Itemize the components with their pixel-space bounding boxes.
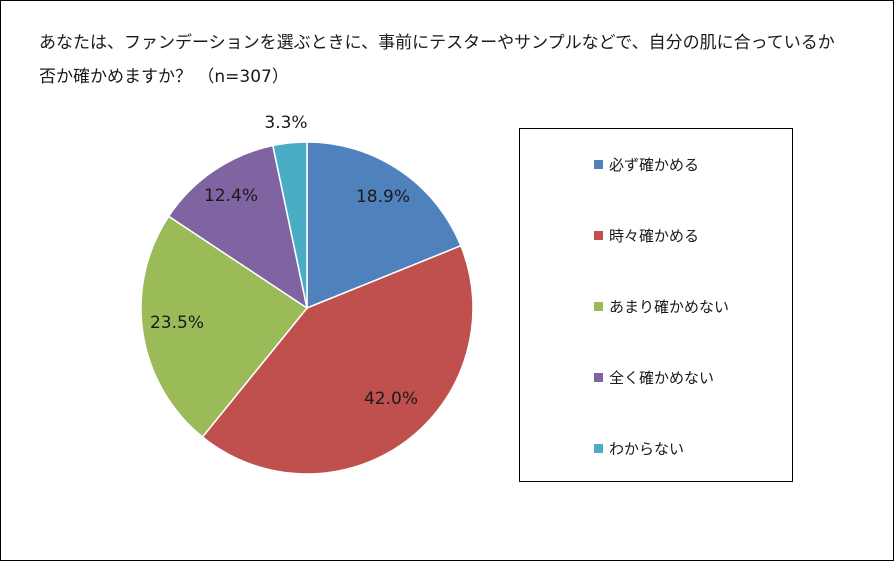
legend-item-5: わからない [594,437,684,459]
legend-swatch-3 [594,301,603,311]
pie-slice-5 [271,141,308,309]
chart-title: あなたは、ファンデーションを選ぶときに、事前にテスターやサンプルなどで、自分の肌… [39,26,859,94]
legend-label-5: わからない [609,439,685,458]
pie-slice-4 [167,144,309,310]
chart-title-line-1: あなたは、ファンデーションを選ぶときに、事前にテスターやサンプルなどで、自分の肌… [39,33,835,53]
data-label-3: 23.5% [150,313,204,333]
chart-title-line-2: 否か確かめますか？ （n=307） [39,67,289,87]
legend-label-4: 全く確かめない [609,368,715,387]
data-label-2: 42.0% [364,389,418,409]
data-label-1: 18.9% [356,187,410,207]
legend-swatch-2 [594,230,603,240]
legend-label-2: 時々確かめる [609,226,700,245]
pie-slice-2 [201,244,474,475]
legend-item-1: 必ず確かめる [594,153,699,175]
legend-item-4: 全く確かめない [594,366,714,388]
legend-swatch-5 [594,443,603,453]
legend-swatch-4 [594,372,603,382]
legend-item-3: あまり確かめない [594,295,729,317]
legend-label-1: 必ず確かめる [609,155,700,174]
legend-swatch-1 [594,159,603,169]
pie-slice-1 [306,141,462,310]
legend: 必ず確かめる 時々確かめるあまり確かめない 全く確かめない わからない [519,128,793,482]
pie-slice-3 [140,215,309,439]
data-label-4: 12.4% [204,186,258,206]
data-label-5: 3.3% [264,113,307,133]
legend-label-3: あまり確かめない [609,297,730,316]
legend-item-2: 時々確かめる [594,224,699,246]
